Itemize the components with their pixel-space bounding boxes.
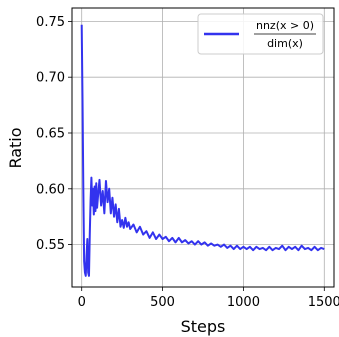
x-axis-label: Steps — [181, 317, 226, 336]
legend-denominator: dim(x) — [267, 37, 303, 50]
series-lines — [80, 24, 325, 277]
y-axis-label: Ratio — [6, 127, 25, 168]
x-tick-label: 1000 — [227, 295, 260, 310]
x-tick-label: 1500 — [308, 295, 339, 310]
plot-frame — [71, 7, 335, 288]
y-tick-label: 0.70 — [36, 71, 65, 86]
y-tick-label: 0.75 — [36, 15, 65, 30]
y-tick-label: 0.60 — [36, 182, 65, 197]
y-tick-label: 0.55 — [36, 238, 65, 253]
legend-numerator: nnz(x > 0) — [256, 19, 314, 32]
y-tick-label: 0.65 — [36, 126, 65, 141]
axis-ticks: 0 500 1000 1500 0.55 0.60 0.65 0.70 0.75 — [36, 15, 339, 310]
x-tick-label: 0 — [78, 295, 86, 310]
series-line — [80, 24, 325, 277]
x-tick-label: 500 — [150, 295, 175, 310]
legend: nnz(x > 0) dim(x) — [197, 13, 324, 55]
